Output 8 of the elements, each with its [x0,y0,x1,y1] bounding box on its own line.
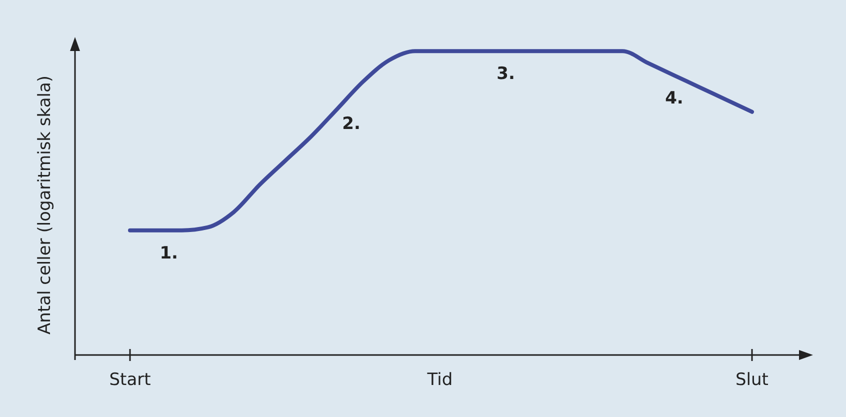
x-tick-label: Start [109,370,152,390]
annotation: 1. [160,243,178,264]
annotation: 4. [665,88,684,108]
annotation: 3. [496,64,515,84]
x-axis-title: Tid [426,370,453,390]
annotation: 2. [342,114,360,134]
y-axis-title: Antal celler (logaritmisk skala) [35,75,55,335]
x-tick-label: Slut [736,370,769,390]
